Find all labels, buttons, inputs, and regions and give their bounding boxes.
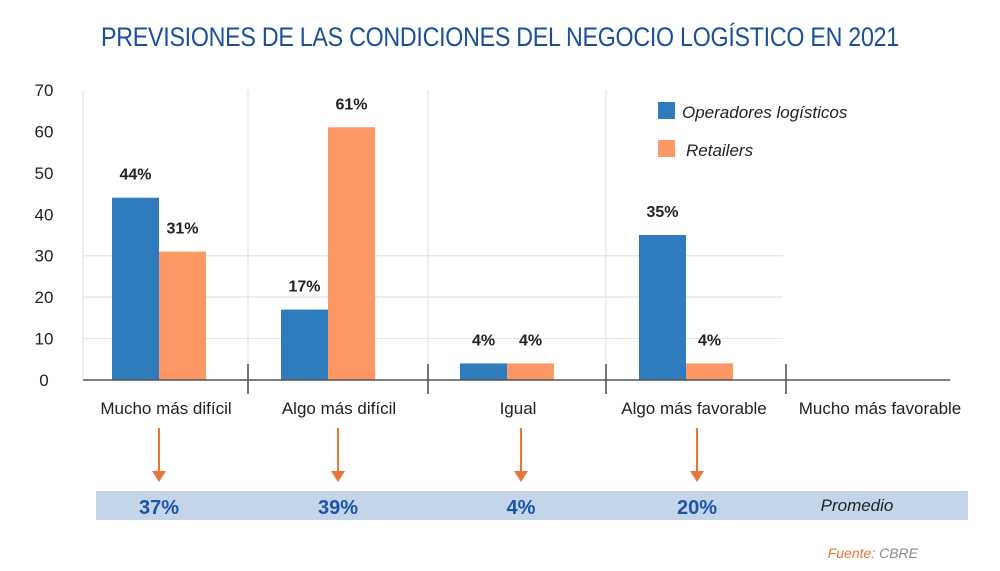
legend: Operadores logísticos Retailers <box>658 102 848 160</box>
average-value: 39% <box>318 497 358 519</box>
data-label: 61% <box>335 96 367 113</box>
bar-retailers <box>507 363 554 380</box>
data-label: 4% <box>519 332 542 349</box>
category-label: Mucho más favorable <box>799 399 962 418</box>
bar-operadores-logísticos <box>639 235 686 380</box>
data-label: 4% <box>472 332 495 349</box>
category-label: Algo más difícil <box>282 399 396 418</box>
legend-swatch <box>658 140 675 157</box>
arrow-down-icon <box>152 471 166 482</box>
bar-retailers <box>686 363 733 380</box>
category-label: Igual <box>500 399 537 418</box>
bars <box>112 127 733 381</box>
y-axis-ticks: 0 10 20 30 40 50 60 70 <box>35 81 54 390</box>
category-labels: Mucho más difícil Algo más difícil Igual Al… <box>100 399 961 418</box>
data-label: 4% <box>698 332 721 349</box>
source-key: Fuente: <box>828 545 879 561</box>
chart-title: PREVISIONES DE LAS CONDICIONES DEL NEGOC… <box>101 22 899 52</box>
arrow-down-icon <box>331 471 345 482</box>
arrow-down-icon <box>690 471 704 482</box>
data-labels: 44% 17% 4% 35% 31% 61% 4% 4% <box>119 96 721 349</box>
source-value: CBRE <box>879 545 919 561</box>
y-tick-label: 40 <box>35 205 54 224</box>
average-value: 37% <box>139 497 179 519</box>
bar-operadores-logísticos <box>460 363 507 380</box>
category-label: Mucho más difícil <box>100 399 231 418</box>
x-axis <box>83 364 950 394</box>
data-label: 44% <box>119 167 151 184</box>
legend-swatch <box>658 102 675 119</box>
bar-operadores-logísticos <box>281 309 328 380</box>
data-label: 17% <box>288 279 320 296</box>
y-tick-label: 10 <box>35 330 54 349</box>
y-tick-label: 30 <box>35 247 54 266</box>
average-caption: Promedio <box>821 496 894 515</box>
average-band: 37% 39% 4% 20% Promedio <box>96 428 968 520</box>
data-label: 31% <box>166 221 198 238</box>
y-tick-label: 20 <box>35 288 54 307</box>
y-tick-label: 70 <box>35 81 54 100</box>
average-band-bg <box>96 491 968 520</box>
source-text: Fuente: CBRE <box>828 545 919 561</box>
average-value: 20% <box>677 497 717 519</box>
category-label: Algo más favorable <box>621 399 767 418</box>
bar-retailers <box>159 251 206 380</box>
legend-label: Operadores logísticos <box>682 103 848 122</box>
arrow-down-icon <box>514 471 528 482</box>
average-value: 4% <box>507 497 536 519</box>
y-tick-label: 50 <box>35 164 54 183</box>
data-label: 35% <box>646 204 678 221</box>
bar-retailers <box>328 127 375 381</box>
source-note: Fuente: CBRE <box>828 545 919 561</box>
legend-label: Retailers <box>686 141 754 160</box>
y-tick-label: 0 <box>39 371 48 390</box>
y-tick-label: 60 <box>35 122 54 141</box>
bar-operadores-logísticos <box>112 197 159 380</box>
